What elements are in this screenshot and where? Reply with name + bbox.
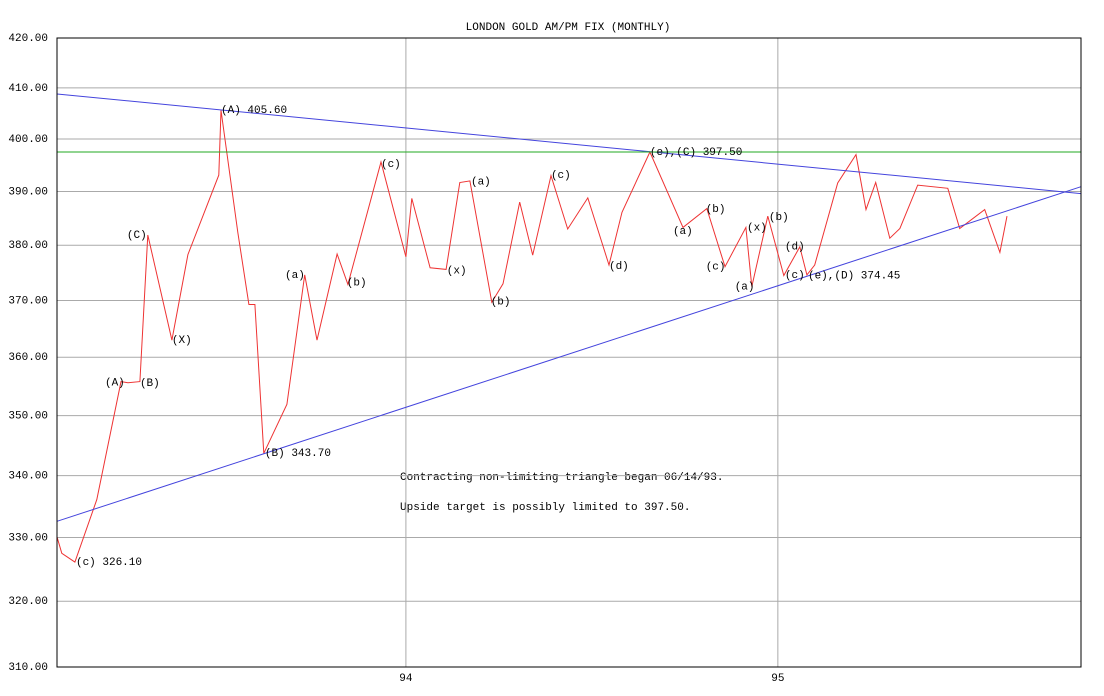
y-tick-label: 390.00 [8, 186, 48, 198]
y-tick-label: 330.00 [8, 532, 48, 544]
annotation: (b) [347, 278, 367, 290]
annotation: (a) [735, 281, 755, 293]
series-line [56, 93, 1082, 195]
y-tick-label: 360.00 [8, 352, 48, 364]
annotation: (B) [140, 378, 160, 390]
annotation: (d) [785, 241, 805, 253]
annotation: (b) [706, 204, 726, 216]
series-line [56, 110, 1008, 563]
annotation: (x) [447, 265, 467, 277]
y-tick-label: 310.00 [8, 662, 48, 674]
series-line [56, 186, 1082, 522]
chart-title: LONDON GOLD AM/PM FIX (MONTHLY) [466, 22, 671, 34]
annotation: (X) [172, 335, 192, 347]
y-tick-label: 410.00 [8, 83, 48, 95]
x-tick-label: 94 [399, 673, 413, 685]
annotation: (b) [491, 297, 511, 309]
y-tick-label: 400.00 [8, 134, 48, 146]
annotation: (c) [785, 270, 805, 282]
annotation: (c) 326.10 [76, 557, 142, 569]
y-tick-label: 340.00 [8, 471, 48, 483]
note: Contracting non-limiting triangle began … [400, 472, 723, 484]
note: Upside target is possibly limited to 397… [400, 502, 690, 514]
y-tick-label: 420.00 [8, 33, 48, 45]
plot-frame [56, 37, 1082, 668]
annotation: (c) [381, 159, 401, 171]
annotation: (c) [551, 170, 571, 182]
y-tick-label: 370.00 [8, 295, 48, 307]
annotation: (B) 343.70 [265, 448, 331, 460]
annotation: (a) [471, 176, 491, 188]
x-tick-label: 95 [771, 673, 784, 685]
annotation: (C) [127, 230, 147, 242]
annotation: (a) [285, 270, 305, 282]
annotation: (a) [673, 226, 693, 238]
annotation: (d) [609, 261, 629, 273]
annotation: (A) [105, 378, 125, 390]
y-tick-label: 320.00 [8, 596, 48, 608]
annotation: (A) 405.60 [221, 105, 287, 117]
annotation: (b) [769, 212, 789, 224]
annotation: (e),(D) 374.45 [808, 271, 900, 283]
y-tick-label: 350.00 [8, 411, 48, 423]
annotation: (x) [747, 222, 767, 234]
annotation: (c) [706, 262, 726, 274]
y-tick-label: 380.00 [8, 240, 48, 252]
annotation: (e),(C) 397.50 [650, 147, 742, 159]
